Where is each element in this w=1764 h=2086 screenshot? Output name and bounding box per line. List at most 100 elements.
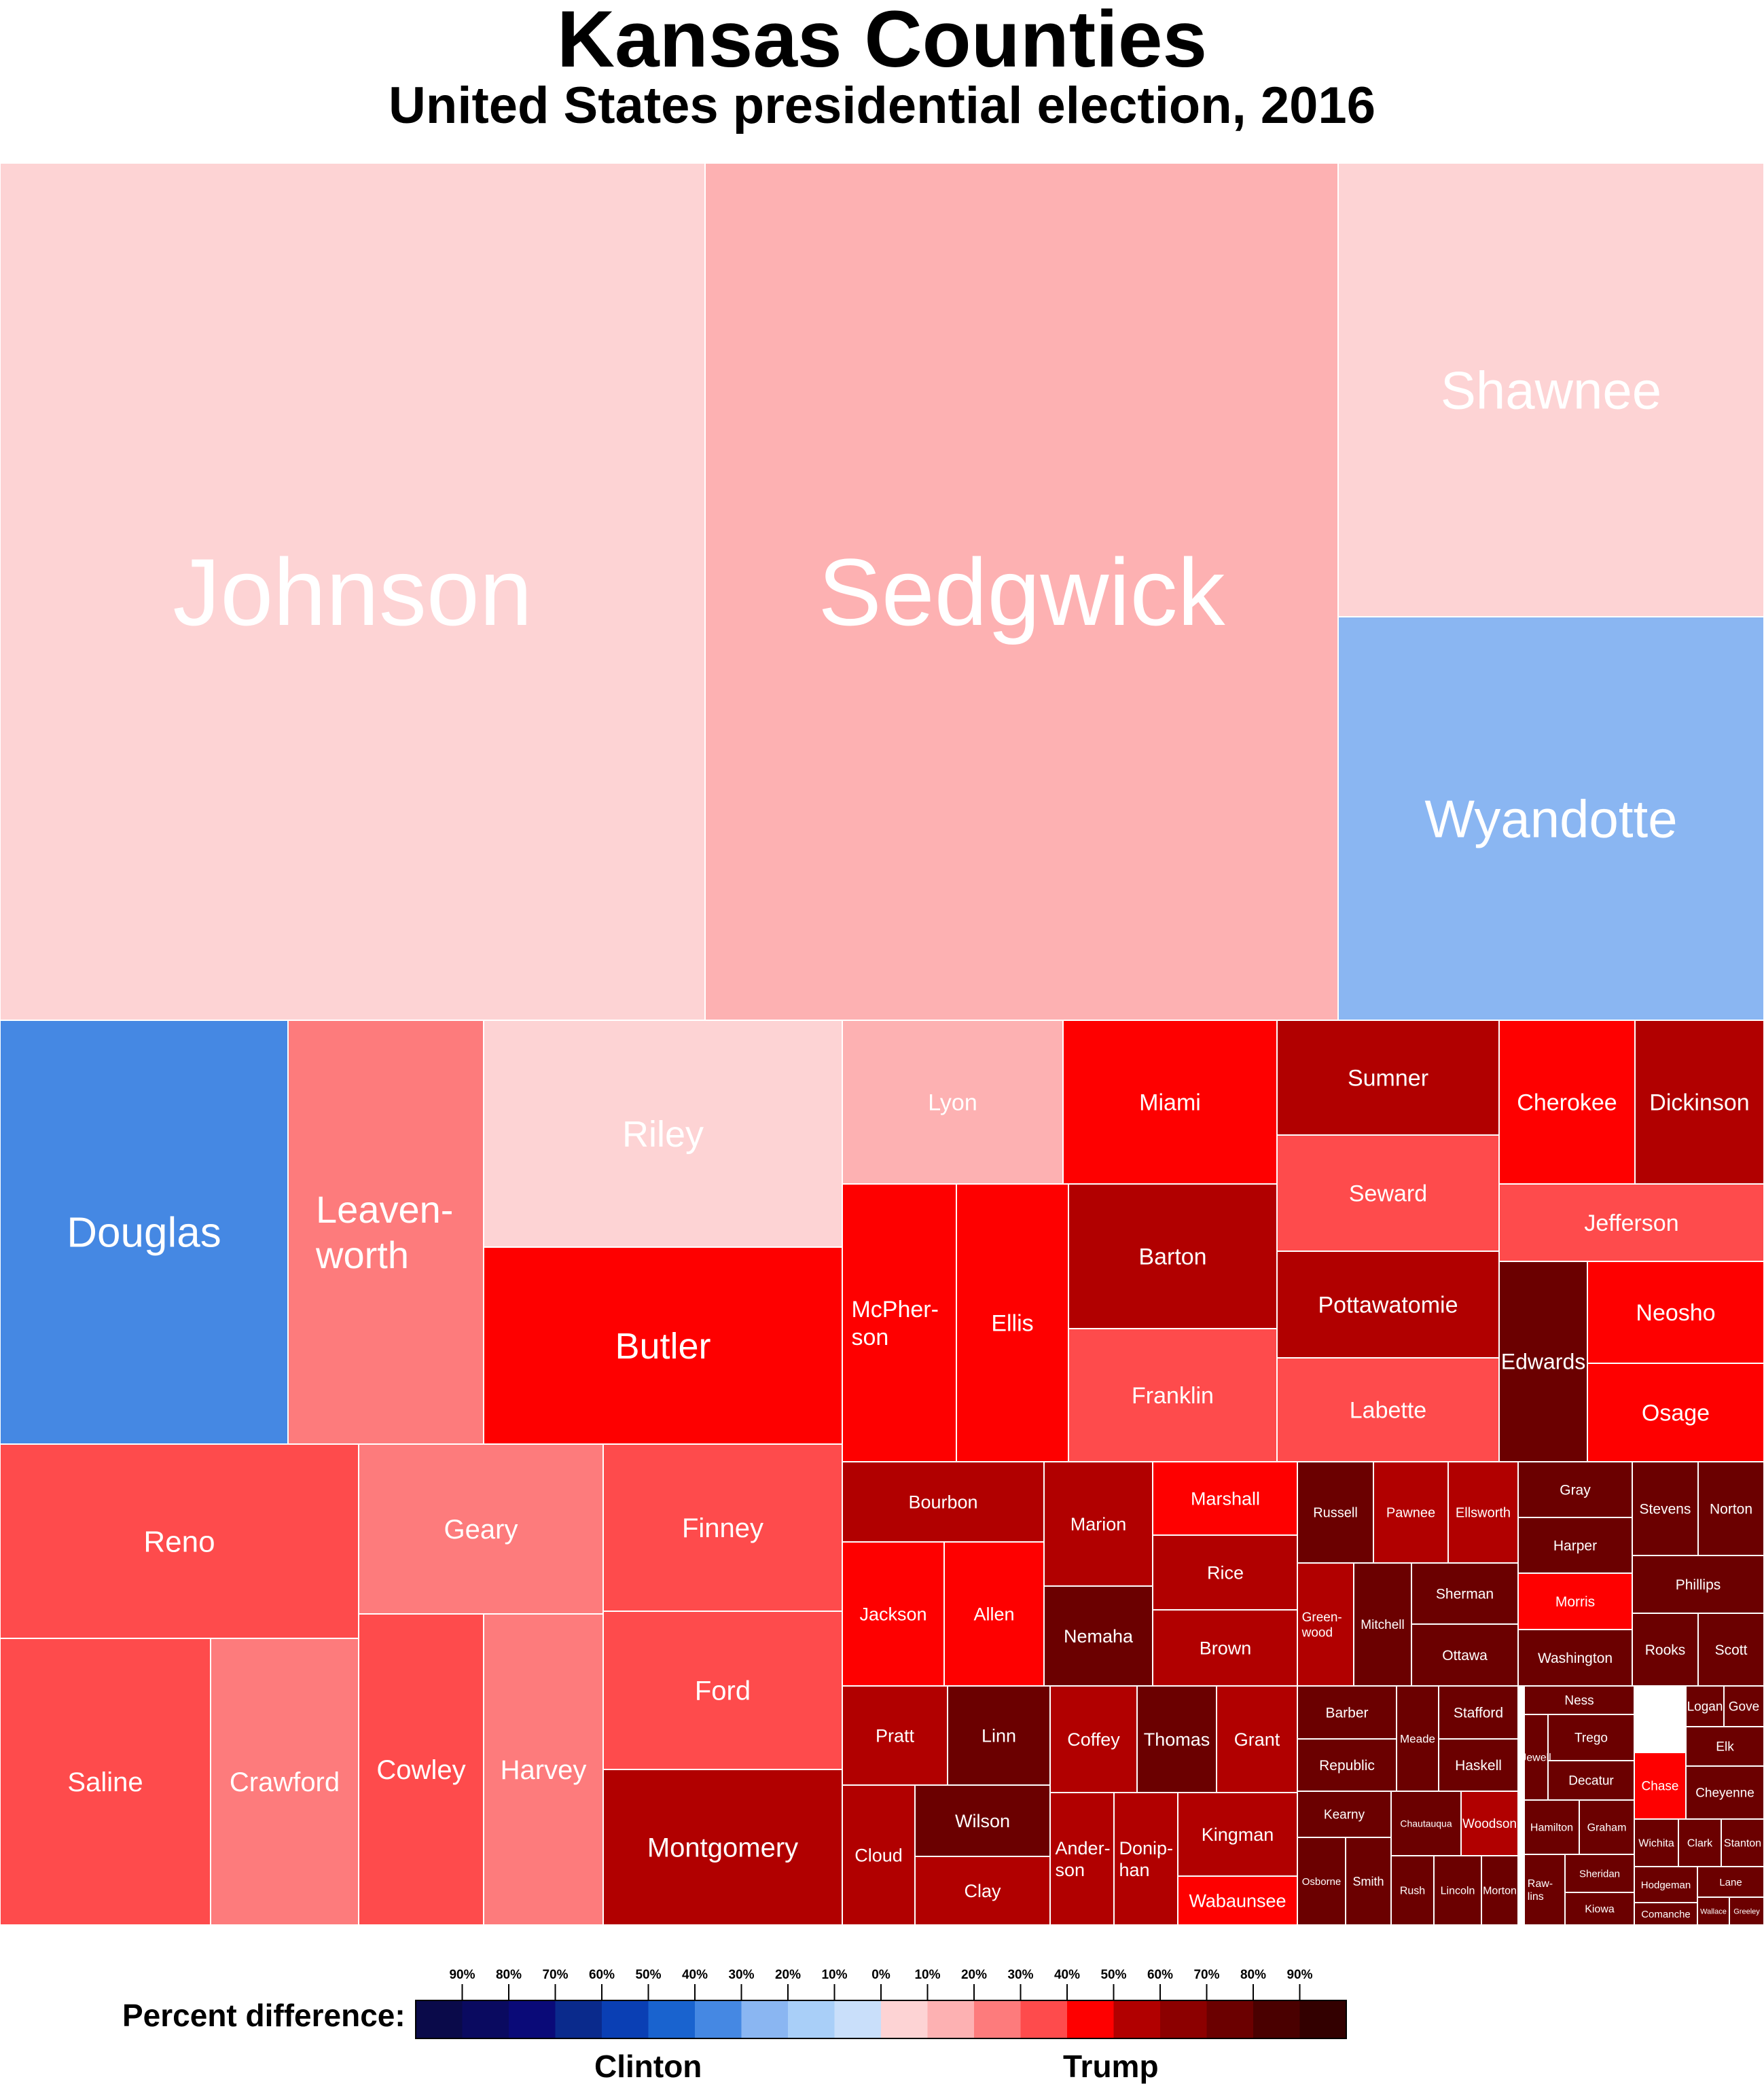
county-label-kiowa: Kiowa: [1585, 1904, 1615, 1916]
county-label-finney: Finney: [682, 1513, 763, 1543]
county-tile-wallace: [1697, 1896, 1730, 1926]
county-tile-labette: [1276, 1357, 1500, 1462]
county-label-stafford: Stafford: [1454, 1705, 1503, 1721]
legend-tick-label: 80%: [496, 1968, 522, 1982]
county-label-wyandotte: Wyandotte: [1424, 789, 1677, 848]
legend-swatch: [788, 2000, 835, 2038]
county-label-comanche: Comanche: [1641, 1909, 1691, 1920]
legend-tick-label: 50%: [635, 1968, 661, 1982]
county-label-meade: Meade: [1400, 1732, 1435, 1745]
county-tile-barber: [1297, 1685, 1397, 1740]
county-tile-geary: [358, 1443, 604, 1615]
legend-trump-label: Trump: [1063, 2049, 1159, 2084]
legend-swatch: [927, 2000, 975, 2038]
county-label-russell: Russell: [1313, 1506, 1358, 1521]
county-label-hamilton: Hamilton: [1530, 1822, 1573, 1834]
legend-swatch: [1160, 2000, 1207, 2038]
county-label-lyon: Lyon: [928, 1090, 977, 1115]
county-label-morris: Morris: [1555, 1594, 1595, 1610]
county-label-harper: Harper: [1553, 1538, 1597, 1553]
county-label-douglas: Douglas: [67, 1210, 221, 1257]
county-tile-kearny: [1297, 1791, 1392, 1838]
county-tile-marion: [1043, 1461, 1153, 1587]
county-tile-morris: [1517, 1572, 1633, 1630]
county-tile-sheridan: [1564, 1854, 1635, 1893]
county-tile-osage: [1587, 1363, 1764, 1462]
county-tile-lincoln: [1433, 1855, 1482, 1926]
county-label-graham: Graham: [1587, 1822, 1627, 1834]
county-tile-butler: [483, 1246, 843, 1445]
county-tile-hodgeman: [1634, 1866, 1698, 1903]
county-tile-shawnee: [1337, 162, 1764, 617]
legend-swatch: [881, 2000, 928, 2038]
county-label-morton: Morton: [1483, 1886, 1517, 1897]
county-label-elk: Elk: [1716, 1740, 1734, 1755]
county-tile-osborne: [1297, 1837, 1346, 1926]
county-label-kearny: Kearny: [1324, 1808, 1365, 1822]
legend-tick-label: 90%: [1286, 1968, 1312, 1982]
county-label-geary: Geary: [444, 1515, 518, 1545]
county-label-washington: Washington: [1538, 1651, 1613, 1666]
county-label-barber: Barber: [1325, 1705, 1368, 1721]
county-label-haskell: Haskell: [1455, 1758, 1502, 1774]
county-label-chase: Chase: [1642, 1780, 1679, 1794]
county-label-miami: Miami: [1139, 1090, 1201, 1115]
county-label-ness: Ness: [1564, 1694, 1594, 1708]
legend-swatch: [602, 2000, 649, 2038]
county-label-wichita: Wichita: [1638, 1838, 1674, 1850]
legend-tick-label: 10%: [914, 1968, 940, 1982]
county-label-linn: Linn: [982, 1725, 1016, 1746]
legend-tick-label: 0%: [871, 1968, 890, 1982]
county-label-rooks: Rooks: [1645, 1642, 1686, 1658]
county-label-jewell: Jewell: [1521, 1752, 1551, 1764]
county-tile-cheyenne: [1685, 1765, 1764, 1820]
county-tile-dickinson: [1634, 1020, 1764, 1185]
legend-swatch: [509, 2000, 556, 2038]
legend-tick-label: 80%: [1240, 1968, 1266, 1982]
legend-swatch: [648, 2000, 696, 2038]
county-tile-nemaha: [1043, 1585, 1153, 1687]
county-tile-marshall: [1152, 1461, 1299, 1536]
county-label-montgomery: Montgomery: [647, 1833, 798, 1863]
county-label-smith: Smith: [1352, 1875, 1384, 1888]
legend-tick-label: 70%: [1193, 1968, 1219, 1982]
county-label-neosho: Neosho: [1636, 1300, 1715, 1326]
county-label-riley: Riley: [622, 1114, 704, 1155]
county-tile-morton: [1481, 1855, 1519, 1926]
county-label-hodgeman: Hodgeman: [1641, 1880, 1691, 1891]
legend-swatch: [974, 2000, 1021, 2038]
county-label-coffey: Coffey: [1067, 1729, 1120, 1750]
county-tile-logan: [1685, 1685, 1725, 1727]
legend-tick-label: 90%: [449, 1968, 475, 1982]
county-label-greenwood: Green-wood: [1301, 1611, 1342, 1640]
county-label-doniphan: Donip-han: [1119, 1838, 1174, 1880]
county-label-sheridan: Sheridan: [1579, 1868, 1620, 1880]
county-tile-ness: [1524, 1685, 1635, 1715]
legend-swatch: [555, 2000, 602, 2038]
county-label-sherman: Sherman: [1436, 1586, 1494, 1602]
county-tile-cloud: [842, 1784, 916, 1926]
county-tile-lane: [1697, 1866, 1764, 1898]
county-tile-kingman: [1177, 1792, 1298, 1877]
county-tile-lyon: [842, 1020, 1064, 1185]
county-tile-saline: [0, 1638, 211, 1926]
county-label-rush: Rush: [1400, 1886, 1425, 1897]
county-label-bourbon: Bourbon: [908, 1492, 977, 1512]
county-label-sumner: Sumner: [1348, 1065, 1428, 1091]
county-label-greeley: Greeley: [1733, 1907, 1760, 1916]
county-label-allen: Allen: [973, 1604, 1014, 1624]
county-tile-rawlins: [1524, 1854, 1566, 1926]
county-label-brown: Brown: [1200, 1638, 1252, 1658]
county-label-crawford: Crawford: [230, 1767, 340, 1797]
county-label-johnson: Johnson: [173, 539, 532, 645]
legend-swatch: [1020, 2000, 1068, 2038]
county-label-marion: Marion: [1070, 1514, 1127, 1534]
county-label-wabaunsee: Wabaunsee: [1189, 1890, 1286, 1911]
legend-swatch: [1113, 2000, 1161, 2038]
legend-swatch: [695, 2000, 742, 2038]
county-label-seward: Seward: [1349, 1181, 1427, 1206]
county-label-cherokee: Cherokee: [1517, 1090, 1617, 1115]
county-label-trego: Trego: [1574, 1731, 1608, 1746]
county-label-ottawa: Ottawa: [1442, 1648, 1488, 1664]
county-tile-harvey: [483, 1613, 604, 1926]
